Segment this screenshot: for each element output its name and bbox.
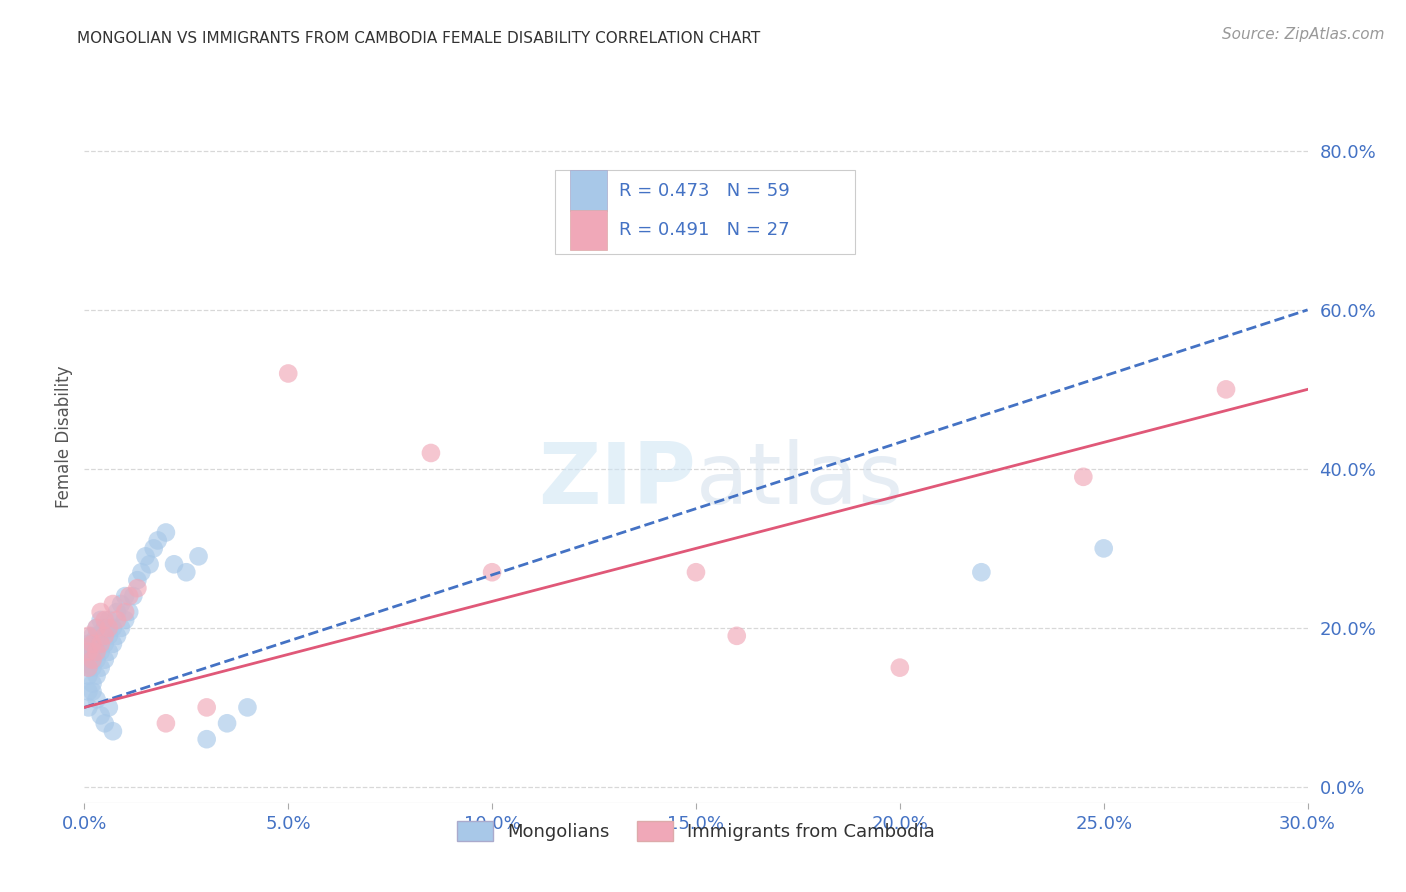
Point — [195, 732, 218, 747]
Point — [217, 716, 239, 731]
Point — [90, 645, 112, 659]
Point — [146, 533, 169, 548]
Point — [86, 645, 108, 659]
Point — [82, 653, 104, 667]
Point — [93, 653, 115, 667]
Point — [135, 549, 157, 564]
Point — [90, 605, 112, 619]
Point — [86, 668, 108, 682]
Point — [93, 621, 115, 635]
Point — [86, 621, 108, 635]
Point — [93, 716, 115, 731]
Point — [114, 613, 136, 627]
Point — [82, 660, 104, 674]
Text: MONGOLIAN VS IMMIGRANTS FROM CAMBODIA FEMALE DISABILITY CORRELATION CHART: MONGOLIAN VS IMMIGRANTS FROM CAMBODIA FE… — [77, 31, 761, 46]
Point — [725, 629, 748, 643]
Point — [82, 629, 104, 643]
FancyBboxPatch shape — [569, 210, 606, 250]
Point — [114, 605, 136, 619]
Point — [86, 621, 108, 635]
Point — [105, 629, 128, 643]
Point — [77, 637, 100, 651]
Point — [97, 613, 120, 627]
Text: R = 0.491   N = 27: R = 0.491 N = 27 — [619, 221, 790, 239]
Point — [685, 566, 707, 580]
Point — [105, 605, 128, 619]
Point — [97, 621, 120, 635]
Point — [90, 660, 112, 674]
Point — [93, 637, 115, 651]
Point — [101, 724, 124, 739]
Point — [97, 700, 120, 714]
Point — [110, 621, 132, 635]
Point — [97, 645, 120, 659]
Point — [131, 566, 153, 580]
Point — [90, 629, 112, 643]
Point — [82, 645, 104, 659]
Point — [970, 566, 993, 580]
FancyBboxPatch shape — [555, 170, 855, 254]
Point — [105, 613, 128, 627]
Point — [138, 558, 160, 572]
Point — [93, 629, 115, 643]
FancyBboxPatch shape — [569, 170, 606, 211]
Point — [1215, 383, 1237, 397]
Point — [1092, 541, 1115, 556]
Point — [142, 541, 165, 556]
Point — [77, 700, 100, 714]
Point — [127, 573, 149, 587]
Point — [90, 613, 112, 627]
Text: atlas: atlas — [696, 440, 904, 523]
Point — [101, 637, 124, 651]
Point — [90, 637, 112, 651]
Point — [77, 660, 100, 674]
Legend: Mongolians, Immigrants from Cambodia: Mongolians, Immigrants from Cambodia — [450, 814, 942, 848]
Point — [82, 684, 104, 698]
Y-axis label: Female Disability: Female Disability — [55, 366, 73, 508]
Point — [77, 684, 100, 698]
Point — [77, 660, 100, 674]
Point — [101, 621, 124, 635]
Point — [481, 566, 503, 580]
Point — [77, 653, 100, 667]
Point — [82, 637, 104, 651]
Point — [114, 589, 136, 603]
Point — [97, 629, 120, 643]
Point — [93, 613, 115, 627]
Point — [90, 708, 112, 723]
Point — [420, 446, 443, 460]
Point — [86, 645, 108, 659]
Point — [118, 589, 141, 603]
Point — [77, 645, 100, 659]
Point — [187, 549, 209, 564]
Text: R = 0.473   N = 59: R = 0.473 N = 59 — [619, 182, 790, 200]
Point — [110, 597, 132, 611]
Point — [163, 558, 186, 572]
Point — [889, 660, 911, 674]
Text: ZIP: ZIP — [538, 440, 696, 523]
Point — [1073, 470, 1095, 484]
Point — [155, 525, 177, 540]
Point — [118, 605, 141, 619]
Point — [277, 367, 299, 381]
Point — [236, 700, 259, 714]
Text: Source: ZipAtlas.com: Source: ZipAtlas.com — [1222, 27, 1385, 42]
Point — [174, 566, 197, 580]
Point — [77, 629, 100, 643]
Point — [122, 589, 145, 603]
Point — [77, 668, 100, 682]
Point — [195, 700, 218, 714]
Point — [86, 629, 108, 643]
Point — [82, 676, 104, 690]
Point — [86, 653, 108, 667]
Point — [155, 716, 177, 731]
Point — [101, 597, 124, 611]
Point — [82, 653, 104, 667]
Point — [127, 581, 149, 595]
Point — [86, 692, 108, 706]
Point — [77, 645, 100, 659]
Point — [82, 637, 104, 651]
